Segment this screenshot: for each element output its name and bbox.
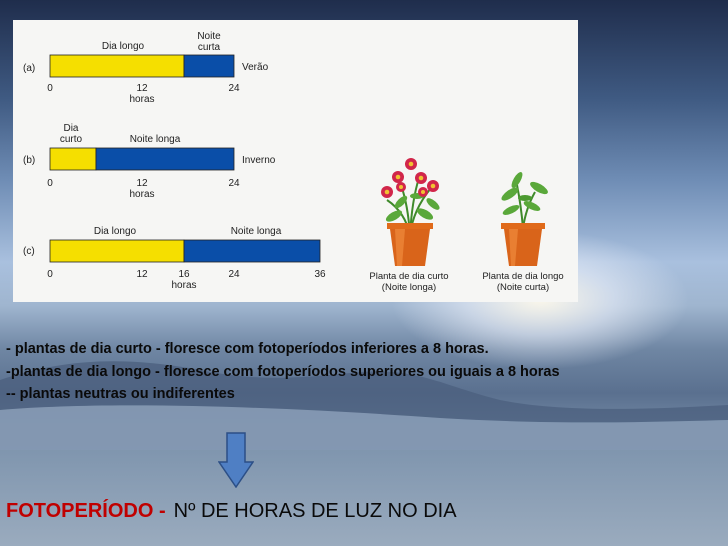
c-tick-24: 24 (228, 269, 240, 280)
leafy-plant-icon (501, 172, 548, 266)
c-tick-16: 16 (178, 269, 190, 280)
b-tick-0: 0 (47, 178, 53, 189)
plant-long-label-1: Planta de dia longo (482, 271, 563, 282)
b-day-label-1: Dia (63, 123, 78, 134)
mountain-background (0, 361, 728, 450)
label-c: (c) (23, 246, 35, 257)
bullet-neutral: -- plantas neutras ou indiferentes (6, 386, 235, 402)
b-day-bar (49, 147, 97, 171)
plant-long-label-2: (Noite curta) (497, 282, 549, 293)
c-tick-0: 0 (47, 269, 53, 280)
bullet-long-day: -plantas de dia longo - floresce com fot… (6, 363, 560, 380)
c-tick-12: 12 (136, 269, 148, 280)
a-tick-0: 0 (47, 83, 53, 94)
a-tick-12: 12 (136, 83, 148, 94)
plant-short-label-2: (Noite longa) (382, 282, 436, 293)
a-season: Verão (242, 62, 269, 73)
plant-short-label-1: Planta de dia curto (369, 271, 448, 282)
bullet-short-day: - plantas de dia curto - floresce com fo… (6, 341, 489, 357)
b-axis-unit: horas (129, 189, 154, 200)
c-night-label: Noite longa (231, 226, 282, 237)
b-night-bar (95, 147, 235, 171)
b-night-label: Noite longa (130, 134, 181, 145)
b-tick-12: 12 (136, 178, 148, 189)
b-tick-24: 24 (228, 178, 240, 189)
c-day-bar (49, 239, 185, 263)
a-night-label-1: Noite (197, 31, 221, 42)
photoperiod-text: Nº DE HORAS DE LUZ NO DIA (173, 500, 457, 522)
c-day-label: Dia longo (94, 226, 137, 237)
photoperiod-definition: FOTOPERÍODO - Nº DE HORAS DE LUZ NO DIA (6, 500, 457, 523)
photoperiod-label: FOTOPERÍODO - (6, 500, 166, 522)
a-tick-24: 24 (228, 83, 240, 94)
a-night-bar (183, 54, 235, 78)
a-night-label-2: curta (198, 42, 221, 53)
down-arrow-icon (218, 432, 254, 488)
photoperiod-diagram: (a) Dia longo Noite curta Verão 0 12 24 … (13, 20, 578, 302)
a-axis-unit: horas (129, 94, 154, 105)
c-axis-unit: horas (171, 280, 196, 291)
a-day-bar (49, 54, 185, 78)
b-day-label-2: curto (60, 134, 83, 145)
c-night-bar (183, 239, 321, 263)
a-day-label: Dia longo (102, 41, 145, 52)
flowering-plant-icon (381, 158, 440, 266)
c-tick-36: 36 (314, 269, 326, 280)
label-b: (b) (23, 155, 35, 166)
b-season: Inverno (242, 155, 276, 166)
label-a: (a) (23, 63, 35, 74)
bullet-list: - plantas de dia curto - floresce com fo… (6, 338, 721, 406)
